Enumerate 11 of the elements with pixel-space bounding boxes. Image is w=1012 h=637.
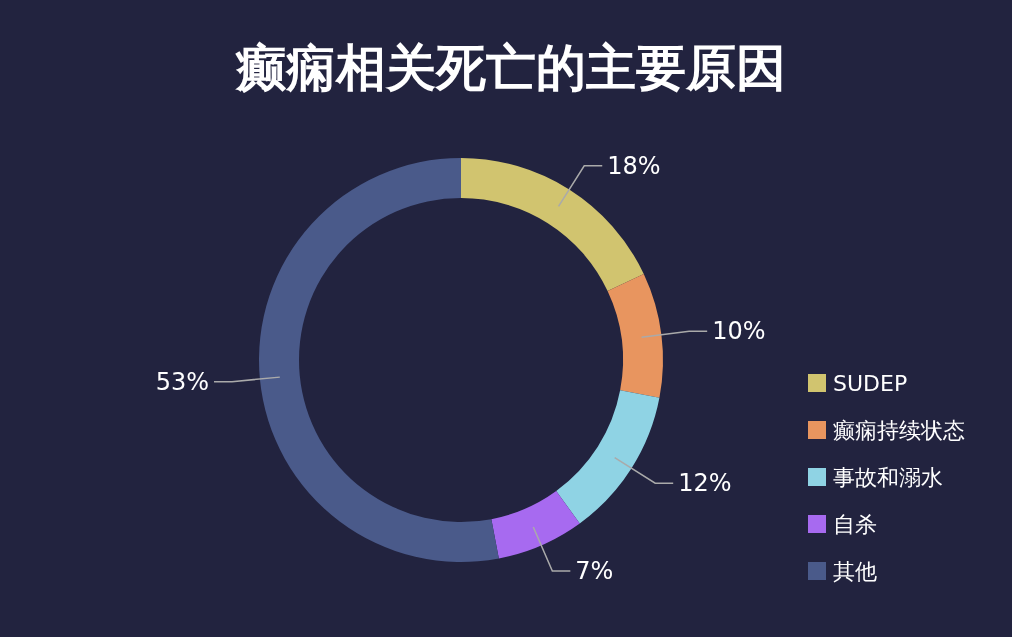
legend-label: 癫痫持续状态 (833, 418, 965, 443)
chart-title: 癫痫相关死亡的主要原因 (235, 39, 786, 97)
data-label: 53% (155, 367, 210, 396)
data-label: 18% (607, 151, 661, 180)
data-label: 10% (712, 317, 766, 346)
legend-label: 其他 (833, 559, 877, 584)
data-label: 12% (678, 469, 732, 498)
data-label: 7% (575, 557, 614, 586)
legend-label: SUDEP (833, 371, 908, 396)
legend-label: 自杀 (833, 512, 877, 537)
legend-label: 事故和溺水 (833, 465, 943, 490)
